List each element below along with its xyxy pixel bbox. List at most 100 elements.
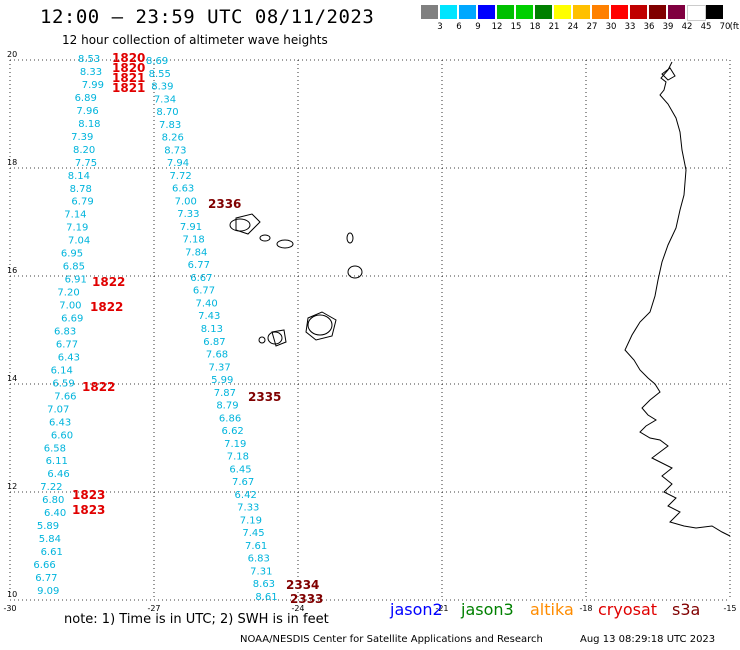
track2-swh-value: 7.68 <box>206 350 228 361</box>
island <box>276 239 294 249</box>
track2-swh-value: 7.40 <box>195 298 217 309</box>
time-label: 1822 <box>82 380 115 394</box>
track2-swh-value: 7.37 <box>209 362 231 373</box>
track1-swh-value: 7.07 <box>47 404 69 415</box>
track1-swh-value: 6.43 <box>49 417 71 428</box>
track2-swh-value: 7.72 <box>169 171 191 182</box>
time-label: 1820 <box>112 51 145 65</box>
colorbar-swatch <box>668 5 685 19</box>
colorbar-swatch <box>421 5 438 19</box>
track2-swh-value: 7.83 <box>159 120 181 131</box>
lon-tick-label: -15 <box>723 604 736 613</box>
track2-swh-value: 7.94 <box>167 158 189 169</box>
legend-cryosat: cryosat <box>598 600 658 619</box>
track2-swh-value: 7.19 <box>224 439 246 450</box>
track2-swh-value: 7.67 <box>232 477 254 488</box>
time-label: 1821 <box>112 81 145 95</box>
colorbar-label: 9 <box>475 22 481 32</box>
legend-jason2: jason2 <box>390 600 443 619</box>
lon-tick-label: -21 <box>435 604 448 613</box>
track1-swh-value: 7.99 <box>82 80 104 91</box>
colorbar-swatch <box>706 5 723 19</box>
track2-swh-value: 6.42 <box>235 490 257 501</box>
time-label: 2335 <box>248 390 281 404</box>
colorbar-unit: (ft) <box>729 22 740 32</box>
track1-swh-value: 6.85 <box>63 262 85 273</box>
island <box>235 213 261 235</box>
colorbar-label: 6 <box>456 22 462 32</box>
colorbar-label: 42 <box>681 22 693 32</box>
track1-swh-value: 6.58 <box>44 443 66 454</box>
colorbar-swatch <box>592 5 609 19</box>
track1-swh-value: 7.19 <box>66 223 88 234</box>
page-subtitle: 12 hour collection of altimeter wave hei… <box>62 33 328 47</box>
colorbar-label: 27 <box>586 22 598 32</box>
lon-tick-label: -18 <box>579 604 592 613</box>
colorbar-swatch <box>573 5 590 19</box>
track1-swh-value: 7.96 <box>76 106 98 117</box>
island <box>347 265 363 279</box>
track2-swh-value: 6.63 <box>172 184 194 195</box>
colorbar-label: 24 <box>567 22 579 32</box>
track1-swh-value: 5.84 <box>39 534 61 545</box>
track1-swh-value: 6.91 <box>65 275 87 286</box>
track2-swh-value: 7.61 <box>245 541 267 552</box>
island <box>661 67 676 81</box>
colorbar-label: 39 <box>662 22 674 32</box>
footer-credit: NOAA/NESDIS Center for Satellite Applica… <box>240 634 543 645</box>
track1-swh-value: 6.59 <box>52 378 74 389</box>
track1-swh-value: 6.77 <box>35 573 57 584</box>
track1-swh-value: 6.77 <box>56 339 78 350</box>
time-label: 1820 <box>112 61 145 75</box>
colorbar-swatch <box>440 5 457 19</box>
time-label: 2333 <box>290 592 323 606</box>
track1-swh-value: 6.60 <box>51 430 73 441</box>
track2-swh-value: 8.69 <box>146 56 168 67</box>
track2-swh-value: 6.67 <box>190 273 212 284</box>
track2-swh-value: 7.33 <box>177 209 199 220</box>
track2-swh-value: 7.33 <box>237 503 259 514</box>
track2-swh-value: 7.31 <box>250 566 272 577</box>
lat-tick-label: 16 <box>7 266 17 275</box>
track1-swh-value: 8.53 <box>78 54 100 65</box>
track2-swh-value: 8.13 <box>201 324 223 335</box>
track1-swh-value: 6.89 <box>75 93 97 104</box>
track1-swh-value: 8.20 <box>73 145 95 156</box>
track1-swh-value: 5.89 <box>37 521 59 532</box>
track1-swh-value: 9.09 <box>37 586 59 597</box>
track2-swh-value: 5.99 <box>211 375 233 386</box>
colorbar-swatch <box>687 5 706 21</box>
colorbar-label: 21 <box>548 22 560 32</box>
track2-swh-value: 6.87 <box>203 337 225 348</box>
island <box>305 311 337 341</box>
legend-s3a: s3a <box>672 600 701 619</box>
track2-swh-value: 6.77 <box>188 260 210 271</box>
island <box>271 329 287 347</box>
colorbar-label: 33 <box>624 22 636 32</box>
colorbar-swatch <box>554 5 571 19</box>
track1-swh-value: 7.00 <box>59 301 81 312</box>
colorbar-label: 70 <box>719 22 731 32</box>
time-label: 2334 <box>286 578 319 592</box>
island <box>346 232 354 244</box>
track1-swh-value: 8.78 <box>70 184 92 195</box>
track2-swh-value: 8.63 <box>253 579 275 590</box>
track1-swh-value: 6.80 <box>42 495 64 506</box>
colorbar-swatch <box>459 5 476 19</box>
island <box>307 314 333 336</box>
legend-altika: altika <box>530 600 574 619</box>
lat-tick-label: 12 <box>7 482 17 491</box>
track1-swh-value: 6.11 <box>46 456 68 467</box>
track2-swh-value: 6.62 <box>222 426 244 437</box>
track2-swh-value: 6.77 <box>193 286 215 297</box>
time-label: 1823 <box>72 503 105 517</box>
track1-swh-value: 7.75 <box>75 158 97 169</box>
track2-swh-value: 6.45 <box>229 464 251 475</box>
colorbar-swatch <box>630 5 647 19</box>
island <box>259 234 271 242</box>
track1-swh-value: 6.69 <box>61 314 83 325</box>
track1-swh-value: 6.61 <box>41 547 63 558</box>
track2-swh-value: 7.34 <box>154 94 176 105</box>
track1-swh-value: 6.46 <box>47 469 69 480</box>
